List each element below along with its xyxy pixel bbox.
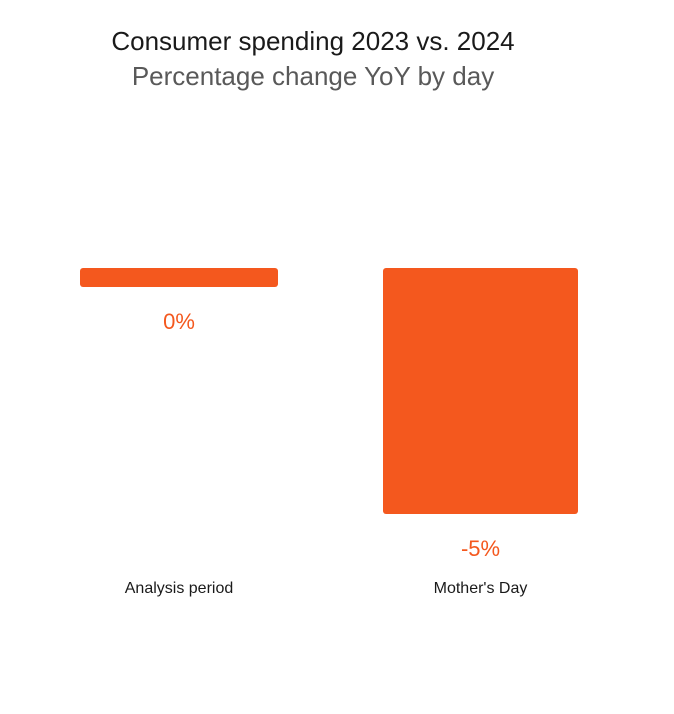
bar-group-analysis-period: 0% bbox=[80, 268, 278, 333]
value-label-mothers-day: -5% bbox=[460, 536, 501, 561]
chart-subtitle: Percentage change YoY by day bbox=[131, 61, 495, 91]
category-label-mothers-day: Mother's Day bbox=[433, 580, 528, 597]
bar-group-mothers-day: -5% bbox=[383, 268, 578, 560]
category-label-analysis-period: Analysis period bbox=[124, 580, 234, 597]
bar-analysis-period bbox=[80, 268, 278, 287]
bar-mothers-day bbox=[383, 268, 578, 514]
value-label-analysis-period: 0% bbox=[163, 309, 195, 334]
chart-title: Consumer spending 2023 vs. 2024 bbox=[111, 26, 515, 56]
